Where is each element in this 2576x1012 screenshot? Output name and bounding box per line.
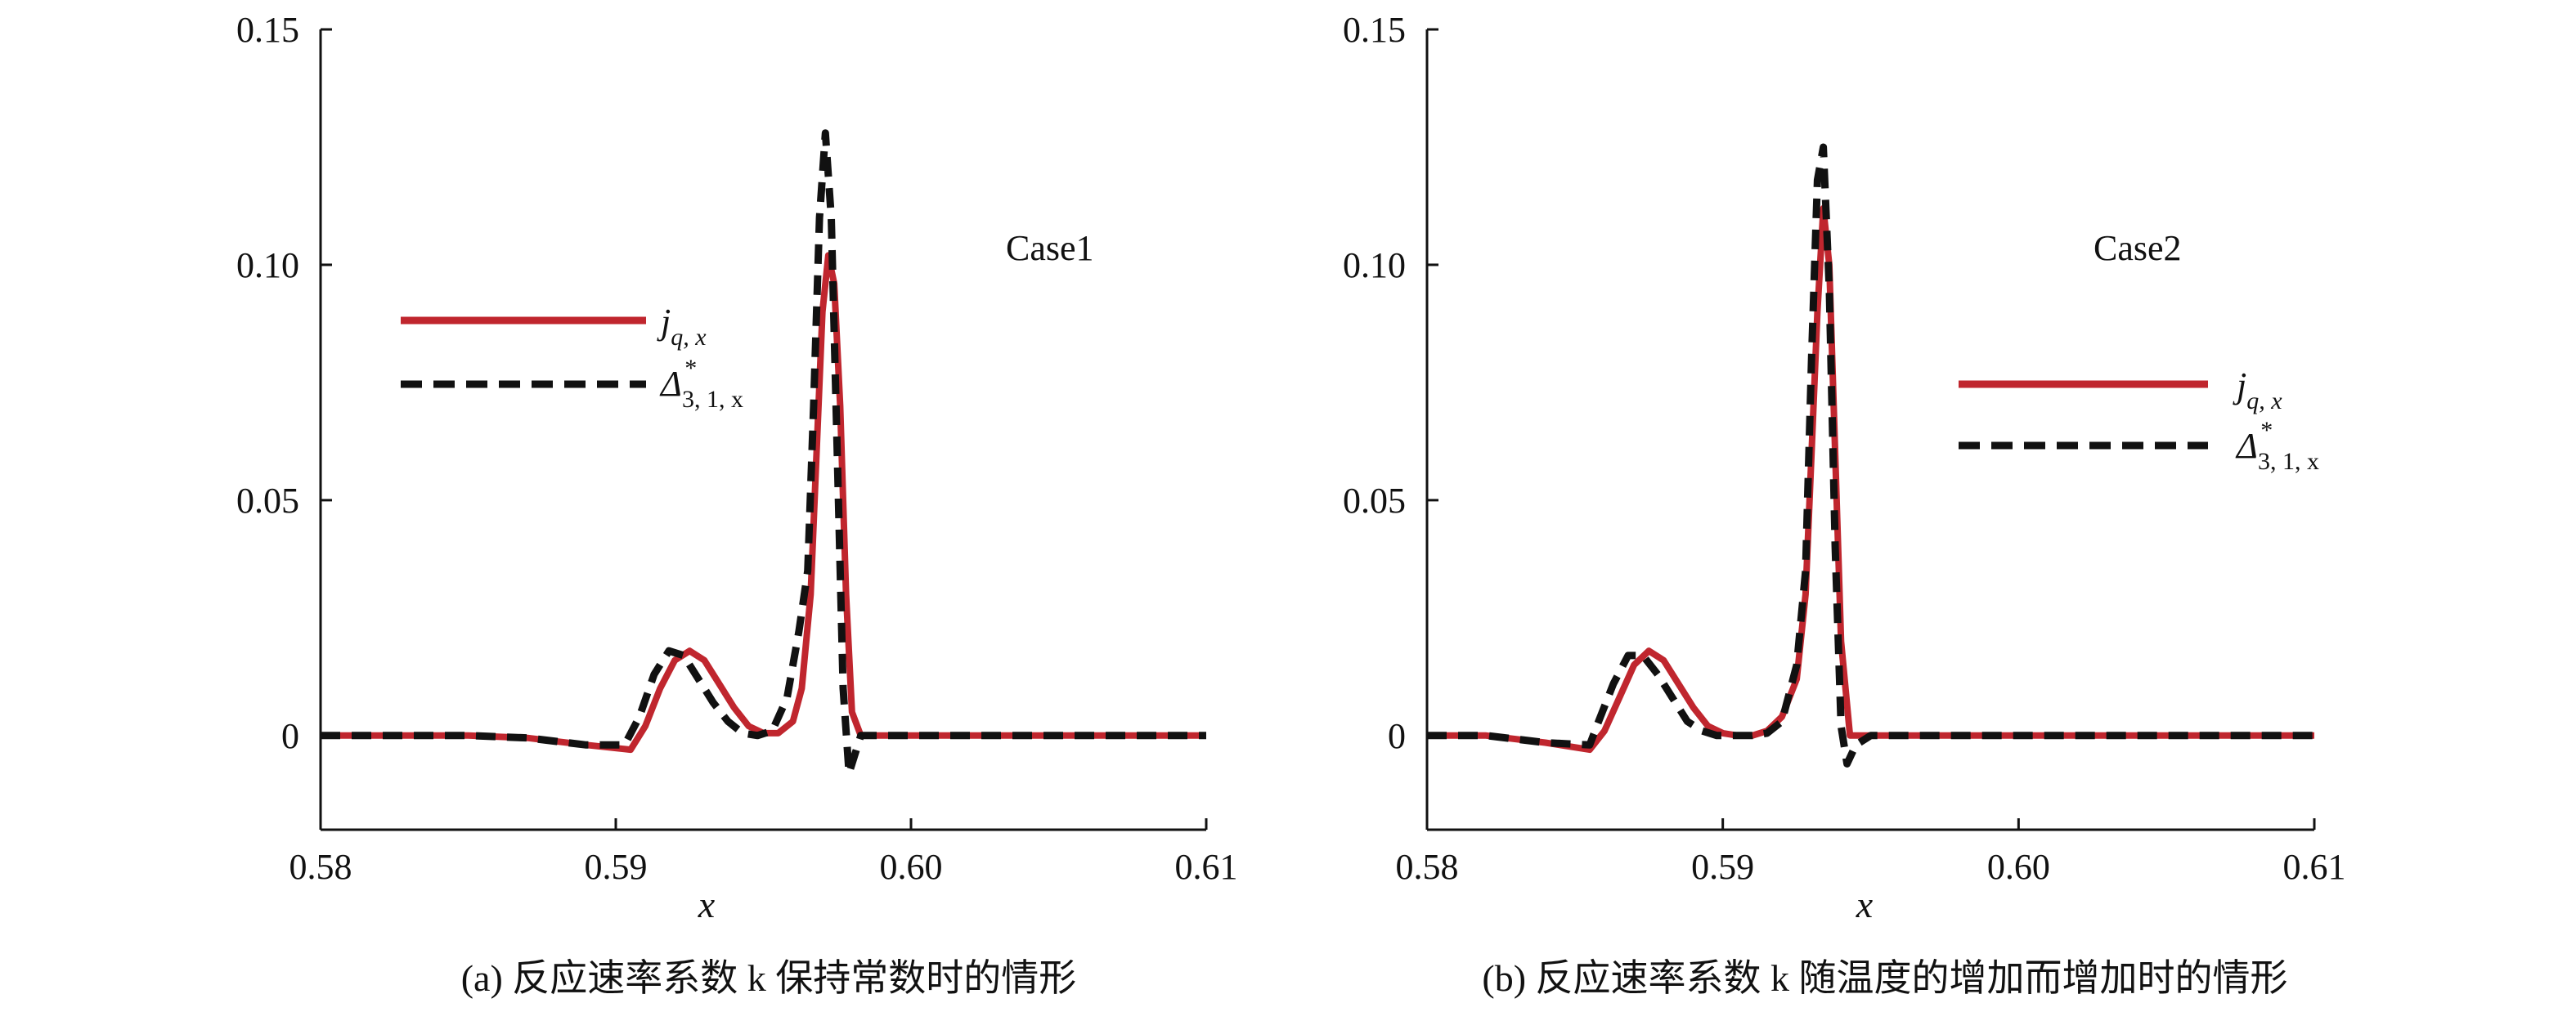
x-tick-label: 0.61 — [2283, 847, 2346, 887]
axes-b — [1425, 29, 2314, 831]
legend-a-jq-label: jq, x — [657, 302, 707, 351]
series-delta-line — [1427, 143, 2314, 768]
y-tick-label: 0.05 — [1343, 481, 1406, 521]
legend-a-delta-label: Δ* 3, 1, x — [659, 355, 743, 413]
y-tick-label: 0.15 — [236, 10, 299, 50]
legend-a-delta-main: Δ — [659, 364, 682, 404]
series-jq-line — [1427, 204, 2314, 754]
legend-b-delta-main: Δ — [2235, 426, 2258, 466]
y-tick-label: 0.10 — [1343, 245, 1406, 285]
series-jq-line — [321, 252, 1206, 754]
legend-a: jq, x Δ* 3, 1, x — [401, 302, 743, 413]
axes-a — [319, 29, 1206, 831]
legend-a-delta-sub: 3, 1, x — [682, 386, 743, 413]
x-tick-label: 0.58 — [289, 847, 352, 887]
panel-b: 0 0.05 0.10 0.15 0.58 0.59 0.60 0.61 Case2 x (b… — [1343, 10, 2346, 999]
legend-a-delta-sup: * — [684, 355, 696, 382]
y-tick-label: 0 — [1388, 716, 1406, 756]
legend-b-delta-sub: 3, 1, x — [2258, 448, 2319, 475]
ticks-b: 0 0.05 0.10 0.15 0.58 0.59 0.60 0.61 — [1343, 10, 2346, 887]
x-tick-label: 0.59 — [1691, 847, 1754, 887]
x-tick-label: 0.59 — [585, 847, 648, 887]
legend-b-jq-main: j — [2233, 365, 2246, 405]
legend-b-jq-label: jq, x — [2233, 365, 2282, 414]
case-annotation-a: Case1 — [1006, 228, 1094, 268]
x-tick-label: 0.60 — [880, 847, 943, 887]
legend-b-delta-sup: * — [2260, 417, 2272, 444]
legend-b-jq-sub: q, x — [2246, 387, 2282, 414]
panel-a: 0 0.05 0.10 0.15 0.58 0.59 0.60 0.61 Case1 x (a… — [236, 10, 1238, 999]
legend-a-jq-sub: q, x — [671, 324, 707, 351]
x-axis-label-a: x — [698, 884, 716, 925]
case-annotation-b: Case2 — [2094, 228, 2182, 268]
legend-b: jq, x Δ* 3, 1, x — [1959, 365, 2319, 475]
x-tick-label: 0.58 — [1396, 847, 1459, 887]
plot-a-lines — [321, 129, 1206, 777]
plot-b-lines — [1427, 143, 2314, 768]
y-tick-label: 0.05 — [236, 481, 299, 521]
legend-b-delta-label: Δ* 3, 1, x — [2235, 417, 2319, 475]
y-tick-label: 0.10 — [236, 245, 299, 285]
caption-b: (b) 反应速率系数 k 随温度的增加而增加时的情形 — [1482, 957, 2287, 999]
x-tick-label: 0.61 — [1175, 847, 1238, 887]
y-tick-label: 0 — [281, 716, 299, 756]
ticks-a: 0 0.05 0.10 0.15 0.58 0.59 0.60 0.61 — [236, 10, 1238, 887]
series-delta-line — [321, 129, 1206, 777]
y-tick-label: 0.15 — [1343, 10, 1406, 50]
x-axis-label-b: x — [1856, 884, 1874, 925]
legend-a-jq-main: j — [657, 302, 671, 342]
caption-a: (a) 反应速率系数 k 保持常数时的情形 — [461, 957, 1077, 999]
x-tick-label: 0.60 — [1987, 847, 2050, 887]
